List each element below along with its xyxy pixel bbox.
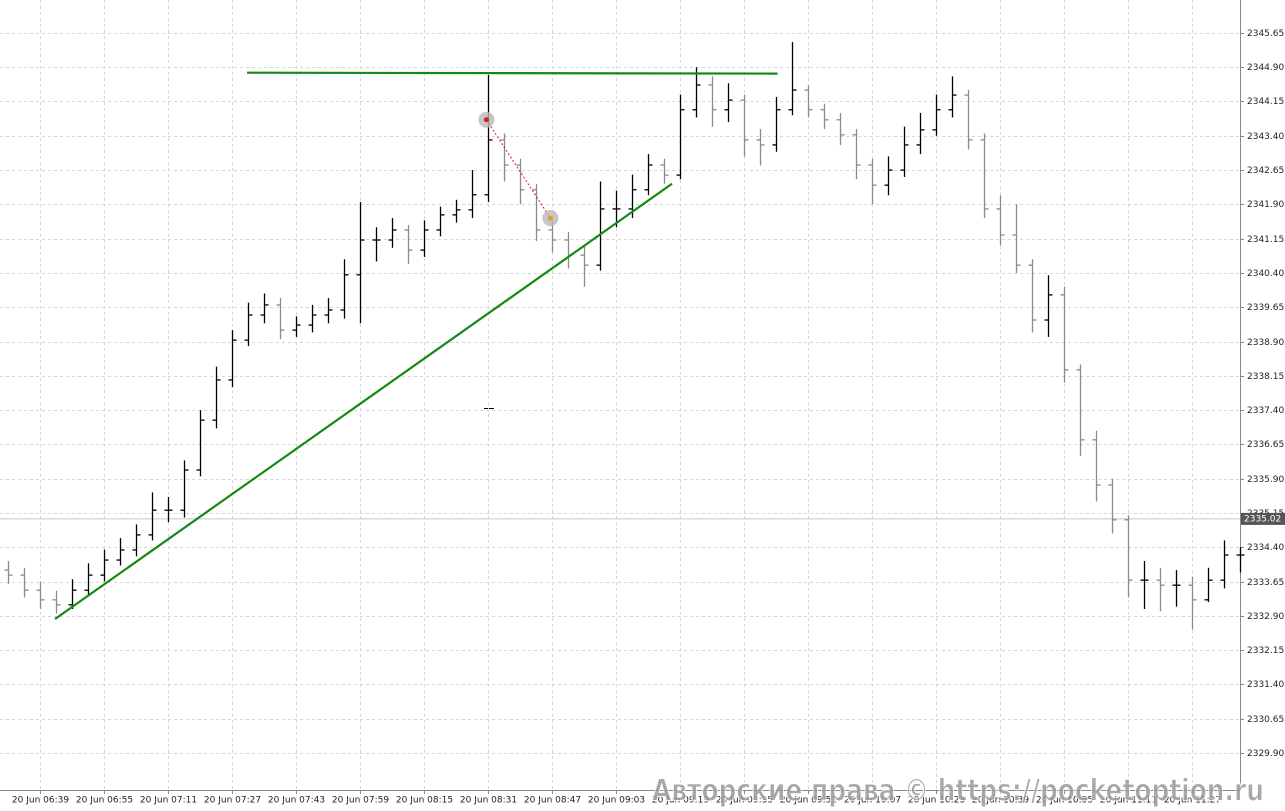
trade-line: [485, 119, 551, 219]
x-tick-label: 20 Jun 09:19: [652, 796, 709, 806]
y-tick-label: 2341.90: [1247, 200, 1284, 210]
y-tick-label: 2338.15: [1247, 372, 1284, 382]
y-tick-label: 2333.65: [1247, 578, 1284, 588]
y-tick-label: 2339.65: [1247, 303, 1284, 313]
trade-dot: [483, 117, 489, 123]
y-tick-label: 2344.15: [1247, 97, 1284, 107]
x-tick-label: 20 Jun 08:47: [524, 796, 581, 806]
x-tick-label: 20 Jun 09:03: [588, 796, 645, 806]
y-tick-label: 2332.90: [1247, 612, 1284, 622]
trendline: [54, 182, 673, 620]
y-tick-label: 2334.40: [1247, 543, 1284, 553]
y-tick-label: 2345.65: [1247, 29, 1284, 39]
y-tick-label: 2341.15: [1247, 235, 1284, 245]
y-tick-label: 2332.15: [1247, 646, 1284, 656]
x-tick-label: 20 Jun 09:51: [780, 796, 837, 806]
y-tick-label: 2335.90: [1247, 475, 1284, 485]
y-tick-label: 2343.40: [1247, 132, 1284, 142]
x-tick-label: 20 Jun 08:15: [396, 796, 453, 806]
current-price-label: 2335.02: [1244, 514, 1281, 524]
trendline: [247, 71, 778, 75]
x-tick-label: 20 Jun 07:59: [332, 796, 389, 806]
y-tick-label: 2330.65: [1247, 715, 1284, 725]
y-tick-label: 2329.90: [1247, 749, 1284, 759]
x-tick-label: 20 Jun 06:39: [12, 796, 69, 806]
x-tick-label: 20 Jun 09:35: [716, 796, 773, 806]
x-tick-label: 20 Jun 11:11: [1100, 796, 1157, 806]
x-tick-label: 20 Jun 11:27: [1164, 796, 1221, 806]
y-tick-label: 2338.90: [1247, 338, 1284, 348]
x-tick-label: 20 Jun 08:31: [460, 796, 517, 806]
y-tick-label: 2331.40: [1247, 680, 1284, 690]
x-tick-label: 20 Jun 07:11: [140, 796, 197, 806]
x-tick-label: 20 Jun 10:39: [972, 796, 1029, 806]
y-tick-label: 2340.40: [1247, 269, 1284, 279]
y-tick-label: 2342.65: [1247, 166, 1284, 176]
x-tick-label: 20 Jun 10:55: [1036, 796, 1093, 806]
x-tick-label: 20 Jun 10:07: [844, 796, 901, 806]
watermark: Авторские права © https://pocketoption.r…: [652, 774, 1264, 809]
y-tick-label: 2336.65: [1247, 440, 1284, 450]
x-tick-label: 20 Jun 07:43: [268, 796, 325, 806]
current-price-box: [1241, 512, 1285, 525]
x-tick-label: 20 Jun 10:23: [908, 796, 965, 806]
x-tick-label: 20 Jun 07:27: [204, 796, 261, 806]
y-tick-label: 2344.90: [1247, 63, 1284, 73]
trade-dot: [547, 215, 553, 221]
x-tick-label: 20 Jun 06:55: [76, 796, 133, 806]
y-tick-label: 2337.40: [1247, 406, 1284, 416]
